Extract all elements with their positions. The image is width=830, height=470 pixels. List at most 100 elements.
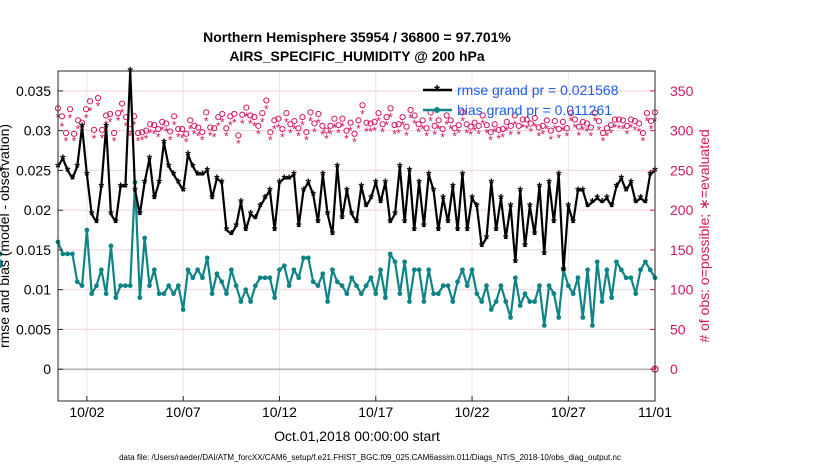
rmse-point: * — [373, 175, 379, 191]
rmse-point: * — [108, 207, 114, 223]
obs-possible-point — [163, 120, 170, 127]
bias-point — [479, 299, 485, 305]
obs-possible-point — [487, 129, 494, 136]
obs-evaluated-point: * — [641, 134, 646, 148]
rmse-point: * — [60, 151, 66, 167]
obs-possible-point — [86, 98, 94, 105]
obs-possible-point — [66, 106, 74, 113]
bias-point — [642, 259, 648, 265]
rmse-point: * — [363, 199, 369, 215]
obs-evaluated-point: * — [100, 131, 105, 145]
obs-evaluated-point: * — [224, 130, 229, 144]
obs-evaluated-point: * — [192, 127, 197, 141]
obs-possible-point — [415, 121, 422, 128]
rmse-point: * — [142, 175, 148, 191]
obs-evaluated-point: * — [344, 132, 349, 146]
y-left-tick-label: 0.025 — [16, 162, 51, 178]
obs-possible-point — [523, 116, 530, 123]
obs-evaluated-point: * — [268, 134, 273, 148]
rmse-point: * — [489, 175, 495, 191]
rmse-line — [57, 69, 656, 271]
bias-point — [469, 267, 475, 273]
obs-evaluated-point: * — [605, 130, 610, 144]
obs-possible-point — [58, 113, 66, 120]
obs-possible-point — [607, 121, 615, 129]
rmse-point: * — [556, 167, 562, 183]
bias-point — [209, 291, 215, 297]
obs-evaluated-point: * — [204, 115, 209, 129]
bias-point — [517, 303, 523, 308]
bias-point — [594, 259, 600, 265]
rmse-point: * — [272, 223, 278, 239]
data-file-footnote: data file: /Users/raeder/DAI/ATM_forcXX/… — [119, 453, 621, 462]
obs-evaluated-point: * — [617, 122, 622, 136]
obs-evaluated-point: * — [212, 131, 217, 145]
obs-possible-point — [363, 119, 370, 126]
obs-possible-point — [215, 114, 222, 121]
bias-point — [94, 283, 99, 289]
rmse-point: * — [296, 219, 302, 235]
obs-evaluated-point: * — [340, 120, 345, 134]
obs-possible-point — [547, 127, 554, 134]
obs-possible-point — [431, 122, 438, 129]
rmse-point: * — [185, 147, 191, 163]
obs-evaluated-point: * — [589, 130, 594, 144]
obs-evaluated-point: * — [112, 134, 117, 148]
obs-evaluated-point: * — [637, 125, 642, 139]
obs-evaluated-point: * — [488, 134, 493, 148]
rmse-point: * — [537, 179, 543, 195]
obs-possible-point — [90, 126, 98, 133]
obs-possible-point — [335, 121, 342, 129]
obs-possible-point — [78, 119, 86, 126]
bias-point — [407, 299, 412, 305]
rmse-point: * — [113, 215, 119, 231]
obs-possible-point — [98, 126, 106, 133]
rmse-point: * — [633, 195, 639, 211]
bias-point — [98, 267, 104, 273]
rmse-point: * — [79, 119, 85, 135]
bias-point — [498, 283, 504, 289]
rmse-point: * — [161, 135, 167, 151]
bias-point — [647, 267, 653, 273]
obs-evaluated-point: * — [160, 123, 165, 137]
rmse-point: * — [335, 159, 341, 175]
obs-possible-point — [151, 121, 158, 129]
obs-evaluated-point: * — [408, 111, 413, 125]
obs-evaluated-point: * — [352, 135, 357, 149]
obs-possible-point — [295, 125, 302, 132]
obs-possible-point — [359, 102, 366, 109]
rmse-point: * — [397, 159, 403, 175]
rmse-point: * — [243, 223, 249, 239]
obs-evaluated-point: * — [180, 131, 185, 145]
obs-possible-point — [491, 121, 498, 128]
x-axis-label: Oct.01,2018 00:00:00 start — [274, 428, 440, 444]
obs-evaluated-point: * — [621, 123, 626, 137]
rmse-point: * — [0, 163, 3, 179]
rmse-point: * — [590, 195, 596, 211]
obs-possible-point — [403, 123, 410, 130]
rmse-point: * — [387, 215, 393, 231]
obs-evaluated-point: * — [256, 127, 261, 141]
bias-point — [281, 263, 287, 269]
plot-frame — [57, 70, 656, 402]
obs-evaluated-point: * — [284, 115, 289, 129]
obs-possible-point — [643, 110, 651, 117]
bias-point — [609, 295, 615, 301]
bias-point — [450, 299, 456, 305]
obs-possible-point — [559, 118, 566, 125]
bias-point — [378, 267, 383, 273]
rmse-point: * — [166, 159, 172, 175]
rmse-point: * — [436, 223, 442, 239]
bias-point — [204, 255, 210, 261]
obs-possible-point — [639, 129, 647, 137]
rmse-point: * — [359, 179, 365, 195]
obs-evaluated-point: * — [248, 117, 253, 131]
obs-possible-point — [143, 127, 150, 134]
bias-point — [387, 251, 393, 257]
rmse-point: * — [609, 199, 615, 215]
rmse-point: * — [84, 167, 90, 183]
bias-point — [527, 299, 533, 305]
obs-evaluated-point: * — [68, 111, 73, 125]
rmse-point: * — [137, 207, 143, 223]
bias-point — [84, 227, 90, 233]
